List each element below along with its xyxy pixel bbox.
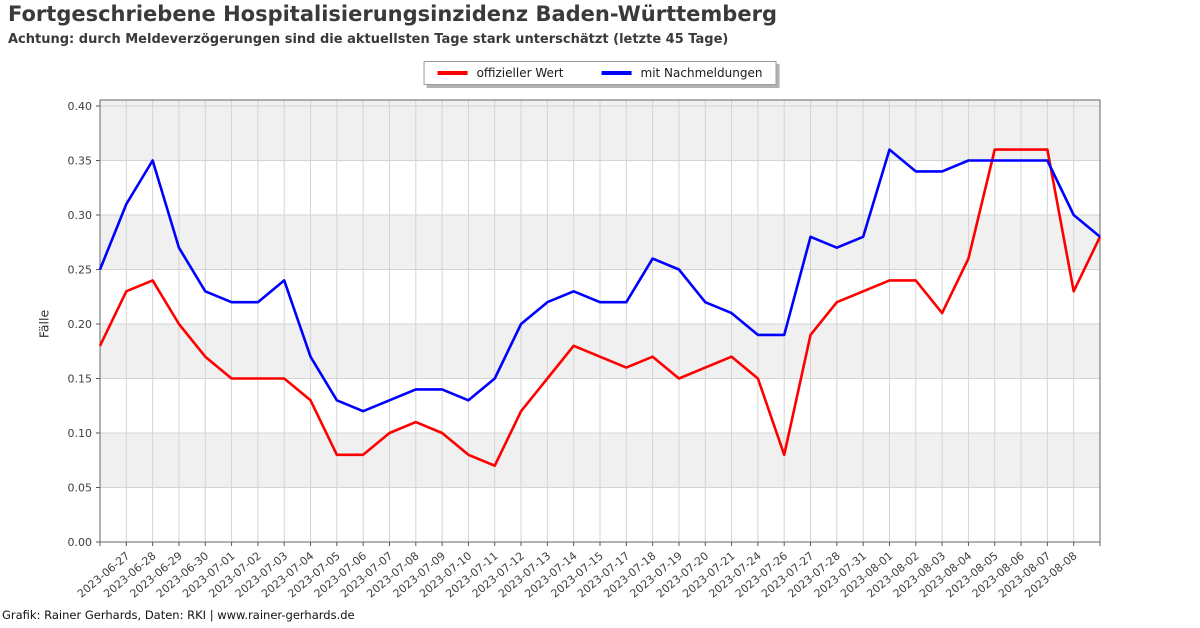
credit-footer: Grafik: Rainer Gerhards, Daten: RKI | ww…: [2, 608, 355, 622]
legend-swatch-mit-nachmeldungen: [601, 71, 632, 75]
y-tick-label: 0.25: [68, 264, 93, 277]
legend-swatch-offizieller-wert: [437, 71, 468, 75]
page-title: Fortgeschriebene Hospitalisierungsinzide…: [8, 2, 777, 26]
legend-item-mit-nachmeldungen: mit Nachmeldungen: [601, 66, 763, 80]
chart-subtitle: Achtung: durch Meldeverzögerungen sind d…: [8, 32, 729, 47]
plot-frame: [99, 99, 1101, 543]
legend-item-offizieller-wert: offizieller Wert: [437, 66, 564, 80]
y-tick-label: 0.05: [68, 482, 93, 495]
y-tick-label: 0.40: [68, 100, 93, 113]
legend: offizieller Wert mit Nachmeldungen: [423, 61, 777, 85]
y-tick-label: 0.10: [68, 427, 93, 440]
series-line-mit-nachmeldungen: [98, 148, 1101, 413]
y-tick-label: 0.00: [68, 536, 93, 549]
y-tick-label: 0.35: [68, 155, 93, 168]
legend-label-mit-nachmeldungen: mit Nachmeldungen: [640, 66, 763, 80]
series-line-offizieller-wert: [98, 148, 1102, 468]
y-tick-label: 0.20: [68, 318, 93, 331]
legend-label-offizieller-wert: offizieller Wert: [476, 66, 564, 80]
y-tick-label: 0.30: [68, 209, 93, 222]
y-tick-label: 0.15: [68, 373, 93, 386]
